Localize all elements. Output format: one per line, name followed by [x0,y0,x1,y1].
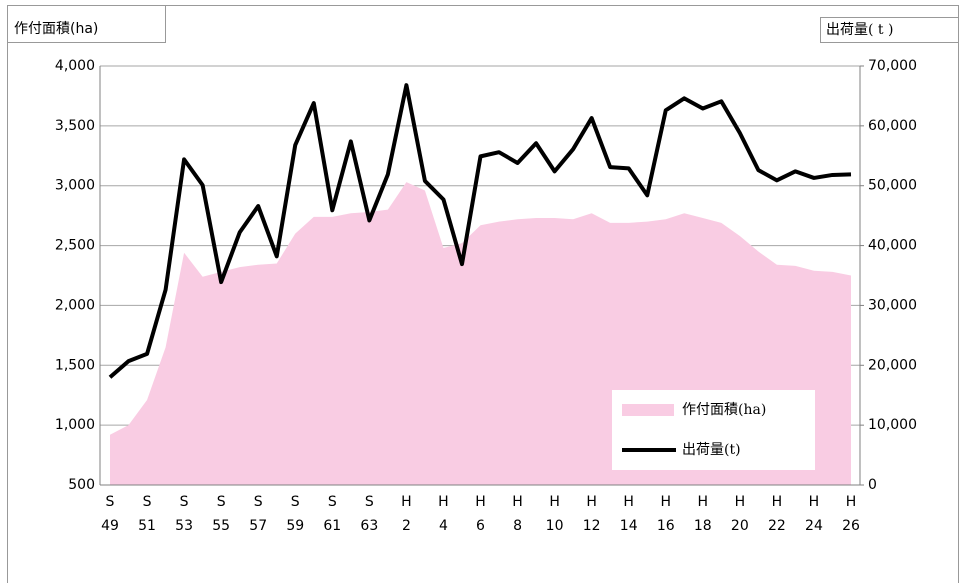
legend-box [612,390,815,470]
x-tick-label: S 55 [212,494,230,534]
x-tick-label: S 49 [101,494,119,534]
x-tick-label: H 20 [731,494,749,534]
legend-swatch [622,404,674,416]
y-tick-label: 3,500 [55,118,95,134]
x-tick-label: H 22 [768,494,786,534]
x-tick-label: H 16 [657,494,675,534]
y-axis-label: 作付面積(ha) [14,21,98,37]
y-tick-label: 2,500 [55,238,95,254]
x-tick-label: H 24 [805,494,823,534]
y2-tick-label: 60,000 [868,118,917,134]
line [108,83,852,379]
x-tick-label: H 18 [694,494,712,534]
x-tick-label: H 12 [583,494,601,534]
legend-label: 出荷量(t) [682,442,741,458]
y-tick-label: 1,000 [55,417,95,433]
x-tick-label: S 51 [138,494,156,534]
y-axis-label-box [7,5,166,43]
x-tick-label: H 14 [620,494,638,534]
x-tick-label: S 53 [175,494,193,534]
x-tick-label: S 57 [249,494,267,534]
x-tick-label: S 63 [360,494,378,534]
y2-tick-label: 50,000 [868,178,917,194]
y2-axis-label: 出荷量( t ) [826,22,893,38]
y2-tick-label: 40,000 [868,238,917,254]
legend: 作付面積(ha) 出荷量(t) [612,390,815,470]
y-tick-label: 1,500 [55,357,95,373]
y-tick-label: 4,000 [55,58,95,74]
x-tick-label: S 61 [323,494,341,534]
y2-tick-label: 20,000 [868,357,917,373]
x-tick-label: H 26 [842,494,860,534]
y-tick-label: 2,000 [55,297,95,313]
legend-label: 作付面積(ha) [682,402,766,418]
y-tick-label: 500 [68,477,95,493]
y2-tick-label: 0 [868,477,877,493]
x-tick-label: S 59 [286,494,304,534]
y2-axis-label-box [820,17,959,43]
y2-tick-label: 30,000 [868,297,917,313]
x-tick-label: H 10 [546,494,564,534]
y2-tick-label: 10,000 [868,417,917,433]
y2-tick-label: 70,000 [868,58,917,74]
y-tick-label: 3,000 [55,178,95,194]
